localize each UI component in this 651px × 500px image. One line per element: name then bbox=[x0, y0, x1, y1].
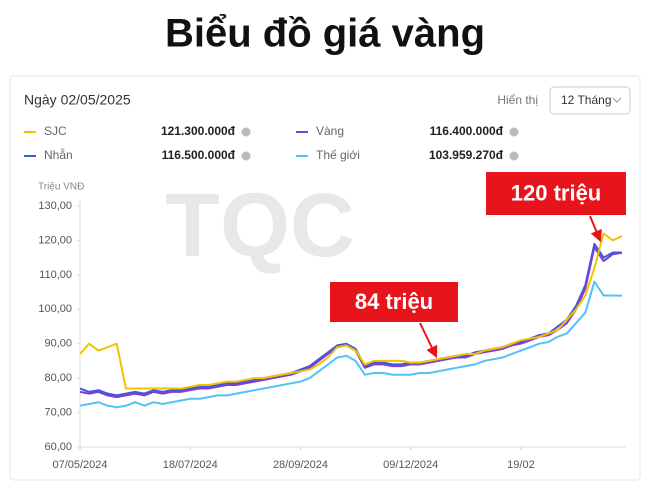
y-tick-label: 120,00 bbox=[38, 234, 72, 246]
info-icon bbox=[509, 151, 519, 161]
x-tick-label: 19/02 bbox=[507, 459, 535, 471]
chart: TQC SJC 121.300.000đ Vàng 116.400.000đ Nhẫn 11… bbox=[24, 124, 626, 471]
info-icon bbox=[509, 127, 519, 137]
annotation-arrow bbox=[589, 215, 602, 243]
annotation-arrow bbox=[419, 322, 438, 359]
series-line bbox=[79, 280, 623, 409]
legend-value: 116.500.000đ bbox=[162, 148, 236, 162]
legend-label: SJC bbox=[44, 124, 67, 138]
legend-label: Thế giới bbox=[316, 148, 360, 162]
annotation-text: 120 triệu bbox=[511, 180, 602, 205]
x-tick-label: 09/12/2024 bbox=[383, 459, 438, 471]
y-tick-label: 60,00 bbox=[44, 441, 72, 453]
legend-label: Vàng bbox=[316, 124, 344, 138]
legend-value: 103.959.270đ bbox=[429, 148, 504, 162]
y-tick-label: 80,00 bbox=[44, 372, 72, 384]
card bbox=[9, 75, 641, 481]
date-label: Ngày 02/05/2025 bbox=[24, 92, 131, 108]
y-tick-label: 110,00 bbox=[39, 269, 72, 281]
display-label: Hiển thị bbox=[497, 93, 538, 107]
series-line bbox=[79, 232, 623, 390]
page-title: Biểu đồ giá vàng bbox=[165, 12, 485, 56]
y-axis-label: Triệu VNĐ bbox=[38, 182, 84, 193]
info-icon bbox=[241, 151, 251, 161]
annotation-box bbox=[486, 172, 626, 215]
x-tick-label: 07/05/2024 bbox=[52, 459, 107, 471]
annotation-text: 84 triệu bbox=[355, 289, 433, 314]
legend-value: 116.400.000đ bbox=[430, 124, 504, 138]
y-tick-label: 130,00 bbox=[38, 200, 72, 212]
period-value[interactable]: 12 Tháng bbox=[561, 93, 612, 107]
x-tick-label: 28/09/2024 bbox=[273, 459, 328, 471]
y-tick-label: 100,00 bbox=[38, 303, 72, 315]
annotation-box bbox=[330, 282, 458, 322]
legend-value: 121.300.000đ bbox=[161, 124, 236, 138]
y-tick-label: 70,00 bbox=[44, 406, 72, 418]
legend-label: Nhẫn bbox=[44, 147, 73, 162]
period-dropdown[interactable] bbox=[549, 86, 631, 115]
watermark: TQC bbox=[165, 176, 355, 276]
dropdown-caret bbox=[612, 97, 622, 103]
info-icon bbox=[241, 127, 251, 137]
y-tick-label: 90,00 bbox=[44, 338, 72, 350]
x-tick-label: 18/07/2024 bbox=[163, 459, 218, 471]
